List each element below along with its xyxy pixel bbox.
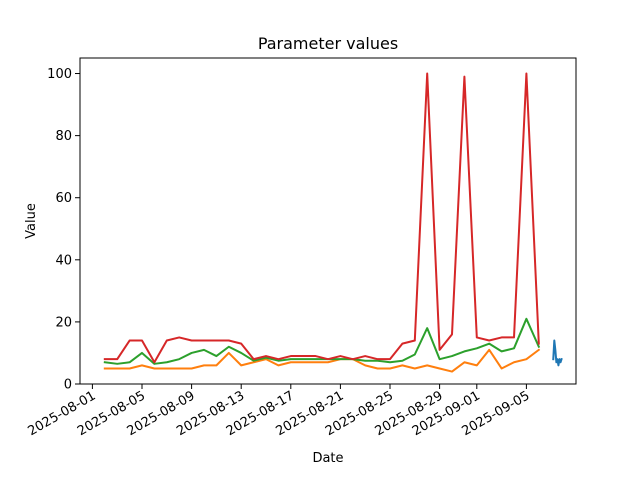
- y-tick-label: 0: [64, 378, 72, 393]
- x-axis-title: Date: [312, 451, 343, 466]
- chart-title: Parameter values: [258, 34, 398, 53]
- plot-lines: [103, 72, 563, 373]
- y-tick-label: 40: [55, 253, 72, 268]
- y-tick-label: 100: [47, 67, 72, 82]
- plot-frame: [79, 57, 577, 385]
- series-line-4: [103, 72, 540, 364]
- x-axis: 2025-08-012025-08-052025-08-092025-08-13…: [25, 384, 532, 439]
- series-line-2: [103, 348, 541, 373]
- y-axis: 0 20 40 60 80 100: [47, 67, 80, 393]
- y-tick-label: 20: [55, 315, 72, 330]
- y-axis-title: Value: [24, 203, 39, 239]
- series-line-3: [103, 317, 541, 365]
- y-tick-label: 60: [55, 191, 72, 206]
- series-line-1: [552, 339, 563, 367]
- y-tick-label: 80: [55, 129, 72, 144]
